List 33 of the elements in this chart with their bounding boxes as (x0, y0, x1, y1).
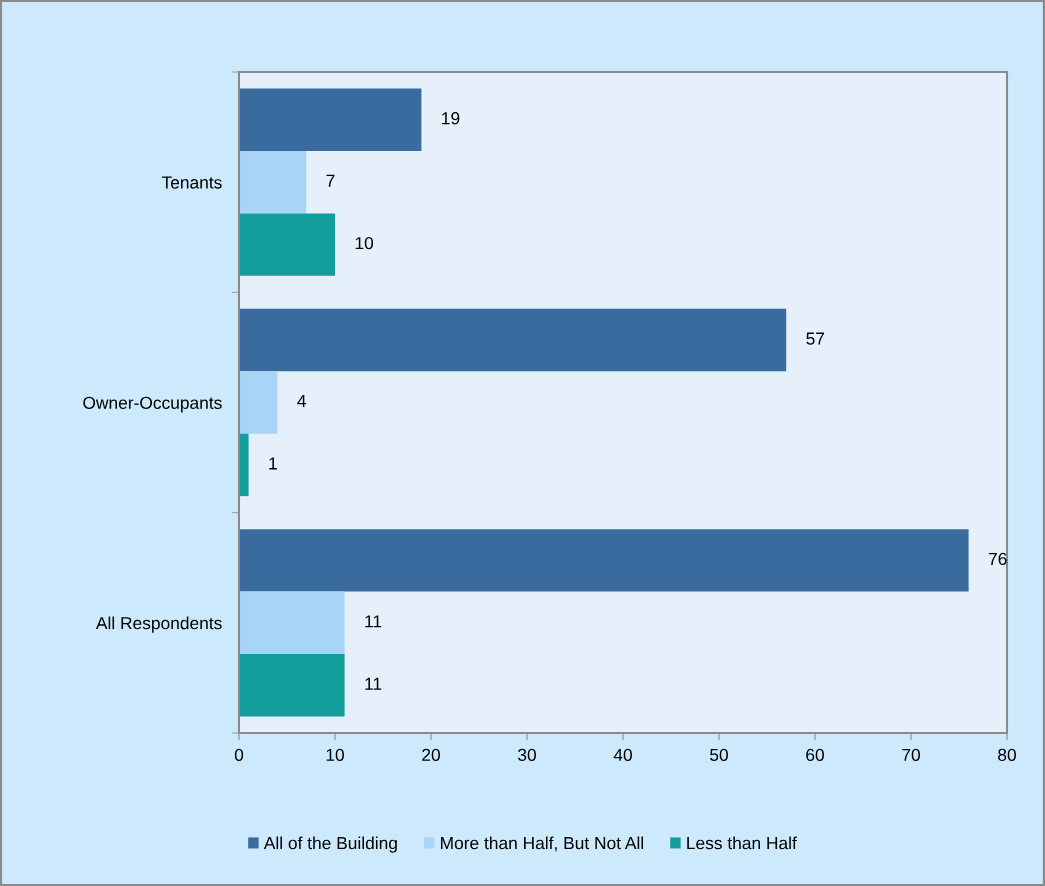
bar (239, 529, 969, 592)
data-label: 76 (988, 552, 1007, 566)
x-tick-label: 80 (998, 748, 1016, 762)
data-label: 19 (442, 112, 460, 125)
data-label: 1 (269, 457, 277, 470)
y-tick-label: All Respondents (95, 616, 222, 633)
legend-label: All of the Building (263, 836, 397, 853)
x-tick-label: 20 (422, 748, 440, 762)
legend-label: Less than Half (687, 836, 797, 850)
x-tick-label: 0 (234, 748, 244, 762)
bar (239, 213, 335, 276)
data-label: 10 (355, 236, 374, 250)
x-tick-label: 10 (326, 748, 344, 762)
data-label: 11 (365, 677, 382, 690)
bar (239, 308, 787, 372)
x-tick-label: 50 (710, 748, 728, 762)
x-tick-label: 70 (902, 748, 920, 762)
data-label: 11 (365, 615, 382, 628)
x-tick-label: 60 (806, 748, 824, 762)
bar (239, 88, 422, 151)
legend-label: More than Half, But Not All (441, 836, 644, 852)
y-tick-label: Owner-Occupants (83, 396, 222, 413)
bar (239, 371, 278, 434)
data-label: 57 (806, 332, 825, 345)
bar (239, 654, 345, 717)
data-label: 4 (297, 395, 306, 407)
bar (239, 591, 345, 655)
x-tick-label: 30 (518, 748, 536, 762)
data-label: 7 (326, 174, 335, 187)
y-tick-label: Tenants (161, 176, 222, 189)
bar (239, 433, 249, 497)
x-tick-label: 40 (613, 748, 632, 762)
bar (239, 150, 307, 214)
